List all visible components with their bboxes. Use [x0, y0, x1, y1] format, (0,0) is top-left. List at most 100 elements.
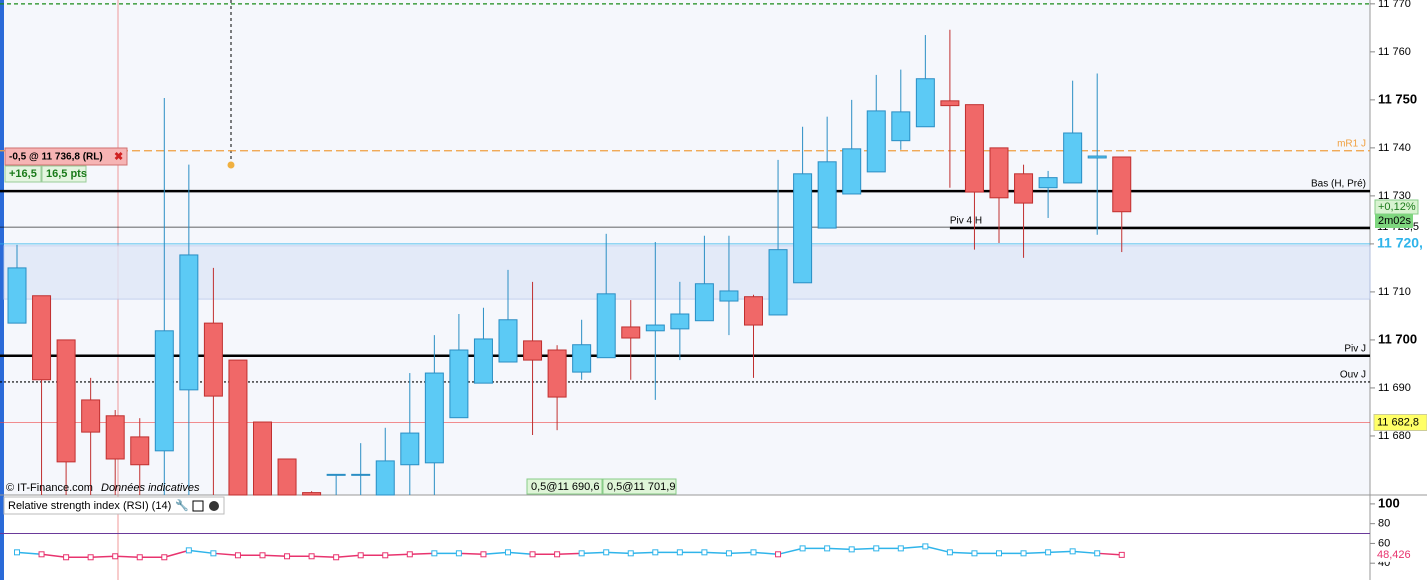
candle-body — [572, 344, 592, 373]
rsi-segment — [557, 552, 582, 556]
candle-body — [915, 78, 935, 128]
rsi-point — [455, 550, 462, 557]
rsi-segment — [458, 552, 484, 556]
level-label: Piv 4 H — [950, 216, 982, 227]
rsi-point — [824, 545, 831, 552]
rsi-point — [1020, 550, 1027, 557]
candle-body — [1014, 173, 1034, 204]
maximize-icon[interactable] — [192, 500, 204, 512]
order-label: 0,5@11 701,9 — [607, 481, 675, 493]
rsi-segment — [483, 551, 509, 556]
rsi-point — [259, 552, 266, 559]
rsi-point — [848, 546, 855, 553]
change: +0,12% — [1378, 201, 1416, 213]
rsi-segment — [851, 547, 877, 551]
level-label: mS1 H — [1335, 0, 1366, 2]
rsi-segment — [311, 555, 337, 559]
candle-body — [302, 492, 322, 496]
rsi-segment — [262, 554, 288, 558]
rsi-segment — [581, 551, 607, 555]
rsi-point — [627, 550, 634, 557]
candle-body — [228, 359, 248, 496]
y-tick-label: 11 700 — [1378, 331, 1417, 346]
rsi-segment — [728, 551, 754, 555]
points-box — [41, 165, 87, 183]
candle-body — [964, 104, 984, 193]
candle-body — [891, 111, 911, 142]
candle-body — [32, 295, 52, 381]
y-tick-label: 11 730 — [1378, 190, 1411, 202]
y-tick-label: 11 740 — [1378, 142, 1411, 154]
candle-body — [400, 432, 420, 466]
rsi-point — [996, 550, 1002, 557]
rsi-segment — [1072, 550, 1098, 555]
rsi-segment — [188, 549, 214, 555]
rsi-point — [136, 554, 143, 561]
candle-body — [154, 330, 174, 452]
rsi-point — [161, 554, 168, 561]
rsi-point — [210, 550, 217, 557]
rsi-point — [554, 551, 561, 558]
rsi-segment — [925, 545, 951, 554]
rsi-segment — [409, 552, 435, 556]
order-box — [526, 478, 603, 495]
y-tick-label: 11 710 — [1378, 286, 1411, 298]
rsi-segment — [41, 553, 67, 559]
settings-icon[interactable]: 🔧 — [175, 498, 189, 512]
disclaimer: Données indicatives — [101, 482, 200, 494]
rsi-point — [873, 545, 880, 552]
rsi-point — [603, 549, 610, 556]
rsi-point — [234, 552, 241, 559]
rsi-point — [112, 553, 119, 560]
rsi-point — [799, 545, 806, 552]
close-icon[interactable]: ✖ — [114, 151, 123, 163]
rsi-segment — [704, 551, 729, 555]
candle-body — [1112, 156, 1132, 213]
rsi-point — [382, 552, 389, 559]
y-tick-label: 80 — [1378, 518, 1390, 530]
rsi-point — [578, 550, 585, 557]
candle-body — [523, 340, 543, 361]
candle-body — [547, 349, 567, 398]
candle-body — [449, 349, 469, 419]
position-gain: +16,5 — [9, 168, 37, 180]
position-trade: -0,5 @ 11 736,8 (RL) — [9, 152, 103, 163]
rsi-point — [308, 553, 315, 560]
candle-body — [277, 458, 297, 496]
rsi-point — [185, 547, 192, 554]
rsi-point — [652, 549, 659, 556]
source: © IT-Finance.com — [6, 482, 93, 494]
rsi-segment — [777, 547, 803, 556]
rsi-segment — [1048, 550, 1073, 554]
zone — [3, 245, 1371, 300]
rsi-segment — [213, 552, 239, 557]
rsi-point — [357, 552, 364, 559]
rsi-segment — [949, 551, 975, 555]
rsi-point — [406, 551, 413, 558]
rsi-point — [284, 553, 291, 560]
candle-body — [744, 296, 763, 326]
rsi-point — [971, 550, 978, 557]
gain-box — [4, 165, 42, 183]
timer-tag — [1375, 214, 1413, 228]
rsi-segment — [90, 555, 116, 559]
rsi-point — [529, 551, 536, 558]
y-tick-label: 100 — [1378, 495, 1400, 510]
candle-body — [866, 110, 886, 173]
timer: 2m02s — [1378, 215, 1412, 227]
close-icon[interactable] — [209, 501, 219, 511]
rsi-point — [333, 554, 340, 561]
y-tick-label: 11 760 — [1378, 46, 1411, 58]
rsi-segment — [507, 551, 533, 556]
rsi-segment — [1023, 551, 1049, 555]
candle-body — [326, 473, 346, 476]
position-box[interactable] — [4, 147, 128, 166]
candle-body — [842, 148, 862, 195]
rsi-segment — [827, 547, 852, 551]
left-edge — [0, 0, 4, 580]
rsi-title: Relative strength index (RSI) (14) — [8, 500, 171, 512]
rsi-point — [1045, 549, 1052, 556]
price-tag-label: 11 720, — [1377, 235, 1423, 251]
candle-body — [1063, 132, 1083, 184]
